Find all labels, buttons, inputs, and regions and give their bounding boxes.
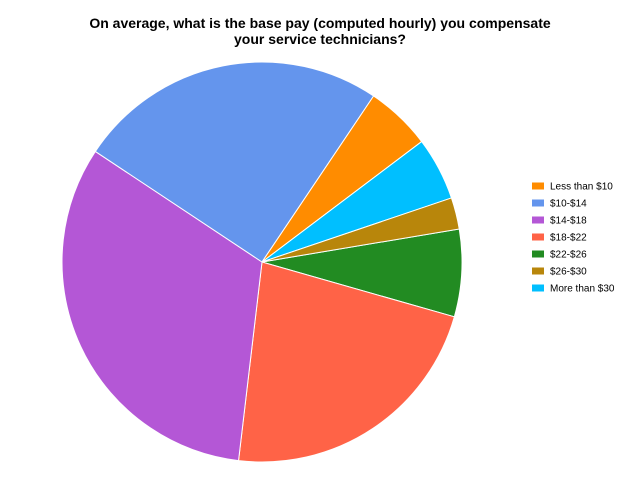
legend-item-26-30: $26-$30 <box>532 267 587 278</box>
legend-item-18-22: $18-$22 <box>532 233 587 244</box>
legend-item-14-18: $14-$18 <box>532 216 587 227</box>
legend-label: Less than $10 <box>550 182 613 193</box>
legend-swatch <box>532 199 544 207</box>
legend-swatch <box>532 250 544 258</box>
legend-item-less-than-10: Less than $10 <box>532 182 613 193</box>
legend-swatch <box>532 233 544 241</box>
legend-swatch <box>532 182 544 190</box>
legend-item-22-26: $22-$26 <box>532 250 587 261</box>
legend-label: More than $30 <box>550 284 615 295</box>
pie-slice-26-30 <box>261 197 460 263</box>
legend-label: $22-$26 <box>550 250 587 261</box>
pie-slice-14-18 <box>61 150 263 462</box>
legend-label: $26-$30 <box>550 267 587 278</box>
chart-title-line-2: your service technicians? <box>234 31 406 47</box>
chart-title-line-1: On average, what is the base pay (comput… <box>89 15 551 31</box>
chart-title: On average, what is the base pay (comput… <box>89 15 551 47</box>
legend-swatch <box>532 216 544 224</box>
legend-label: $18-$22 <box>550 233 587 244</box>
pie-slice-18-22 <box>237 261 455 463</box>
legend-label: $14-$18 <box>550 216 587 227</box>
pie-slice-10-14 <box>94 61 375 263</box>
legend-item-more-than-30: More than $30 <box>532 284 615 295</box>
legend-item-10-14: $10-$14 <box>532 199 587 210</box>
legend: Less than $10 $10-$14 $14-$18 $18-$22 $22-$2… <box>532 182 615 295</box>
pie-slices <box>61 61 463 463</box>
legend-label: $10-$14 <box>550 199 587 210</box>
legend-swatch <box>532 284 544 292</box>
legend-swatch <box>532 267 544 275</box>
